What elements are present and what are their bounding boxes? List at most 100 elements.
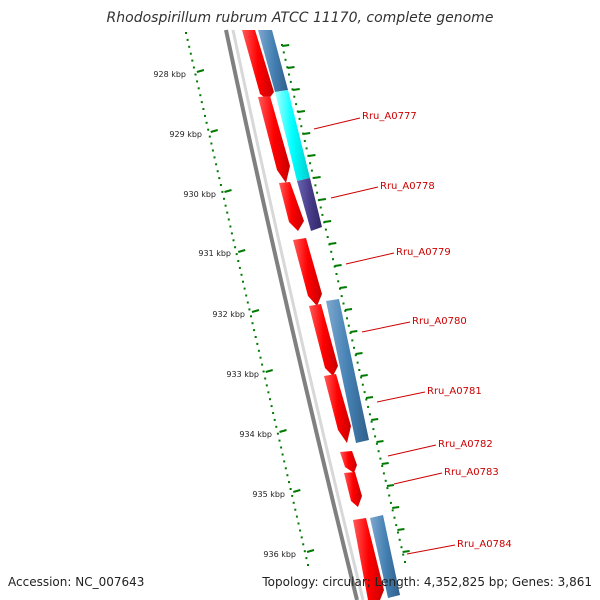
ruler-dot (272, 412, 275, 414)
outer-tick (397, 528, 405, 531)
ruler-dot (289, 488, 292, 490)
ruler-dot (326, 236, 329, 238)
ruler-dot (354, 354, 357, 357)
ruler-dot (293, 95, 296, 98)
outer-tick (376, 440, 384, 443)
ruler-tick (237, 249, 246, 253)
gene-label[interactable]: Rru_A0779 (396, 247, 451, 258)
ruler-dot (278, 439, 281, 442)
gene-label[interactable]: Rru_A0777 (362, 111, 417, 122)
gene-feature[interactable] (309, 304, 338, 376)
ruler-dot (261, 363, 264, 366)
outer-tick (386, 484, 395, 487)
gene-feature[interactable] (344, 472, 362, 507)
ruler-tick-label: 934 kbp (239, 430, 272, 439)
ruler-dot (356, 361, 359, 364)
outer-tick (402, 550, 410, 553)
gene-label[interactable]: Rru_A0783 (444, 467, 499, 478)
ruler-dot (282, 51, 285, 54)
ruler-dot (200, 101, 203, 104)
gene-feature[interactable] (258, 30, 288, 92)
outer-tick (371, 418, 379, 421)
gene-label[interactable]: Rru_A0781 (427, 386, 482, 397)
ruler-dot (191, 59, 194, 62)
genome-summary: Topology: circular; Length: 4,352,825 bp… (261, 575, 592, 589)
ruler-dot (302, 543, 305, 546)
gene-leader-lines (313, 117, 456, 555)
ruler-dot (219, 184, 222, 186)
ruler-dot (377, 450, 380, 453)
ruler-dot (264, 377, 267, 380)
ruler-dot (243, 287, 246, 290)
ruler-dot (297, 522, 300, 525)
ruler-dot (319, 206, 322, 209)
ruler-ticks (196, 44, 410, 553)
ruler-dot (303, 550, 306, 553)
outer-tick (360, 374, 368, 377)
ruler-dots (185, 32, 309, 566)
gene-label[interactable]: Rru_A0778 (380, 181, 435, 192)
ruler-dot (234, 246, 237, 249)
outer-tick (350, 330, 358, 333)
gene-feature[interactable] (324, 374, 351, 443)
gene-feature[interactable] (258, 96, 290, 183)
ruler-dot (389, 501, 392, 504)
outer-tick (334, 264, 342, 267)
ruler-dot (379, 457, 382, 460)
ruler-dot (259, 356, 262, 359)
ruler-dot (218, 177, 221, 180)
ruler-dot (337, 280, 340, 283)
ruler-tick-label: 929 kbp (169, 130, 202, 139)
ruler-tick-label: 931 kbp (198, 249, 231, 258)
ruler-dot (283, 460, 286, 463)
ruler-dot (316, 191, 319, 194)
ruler-dot (402, 553, 405, 556)
gene-feature[interactable] (297, 178, 322, 231)
ruler-dot (294, 508, 297, 511)
ruler-dot (230, 232, 233, 235)
ruler-dot (368, 413, 371, 416)
gene-feature[interactable] (340, 451, 357, 473)
ruler-dot (363, 391, 366, 394)
ruler-dot (250, 315, 252, 318)
ruler-dot (280, 446, 283, 449)
ruler-dot (324, 228, 327, 231)
ruler-dot (248, 308, 251, 311)
ruler-dot (242, 280, 244, 283)
ruler-tick (265, 369, 273, 373)
gene-label[interactable]: Rru_A0784 (457, 539, 512, 550)
ruler-dot (299, 529, 302, 532)
ruler-dot (393, 516, 396, 519)
ruler-dot (238, 266, 241, 269)
ruler-dot (262, 370, 265, 373)
ruler-dot (351, 339, 354, 342)
ruler-dot (295, 515, 298, 518)
ruler-dot (269, 398, 271, 401)
gene-feature[interactable] (326, 299, 369, 443)
outer-tick (329, 242, 337, 245)
gene-feature[interactable] (370, 515, 400, 598)
gene-feature[interactable] (293, 238, 322, 306)
gene-feature[interactable] (242, 30, 274, 100)
ruler-dot (270, 405, 273, 408)
gene-feature[interactable] (279, 182, 304, 231)
gene-feature[interactable] (275, 90, 310, 181)
ruler-dot (253, 329, 256, 332)
ruler-dot (374, 435, 377, 438)
gene-label[interactable]: Rru_A0782 (438, 439, 493, 450)
ruler-dot (307, 564, 309, 566)
ruler-dot (302, 132, 305, 135)
outer-tick (355, 352, 363, 355)
ruler-dot (360, 376, 363, 379)
ruler-dot (207, 128, 210, 131)
gene-feature[interactable] (353, 518, 384, 600)
ruler-dot (404, 561, 406, 563)
ruler-dot (372, 428, 375, 431)
genome-backbone (224, 29, 359, 600)
gene-label[interactable]: Rru_A0780 (412, 316, 467, 327)
ruler-tick (210, 129, 218, 133)
ruler-dot (275, 425, 278, 428)
outer-tick (392, 506, 400, 509)
ruler-dot (223, 197, 225, 200)
ruler-dot (205, 121, 208, 124)
